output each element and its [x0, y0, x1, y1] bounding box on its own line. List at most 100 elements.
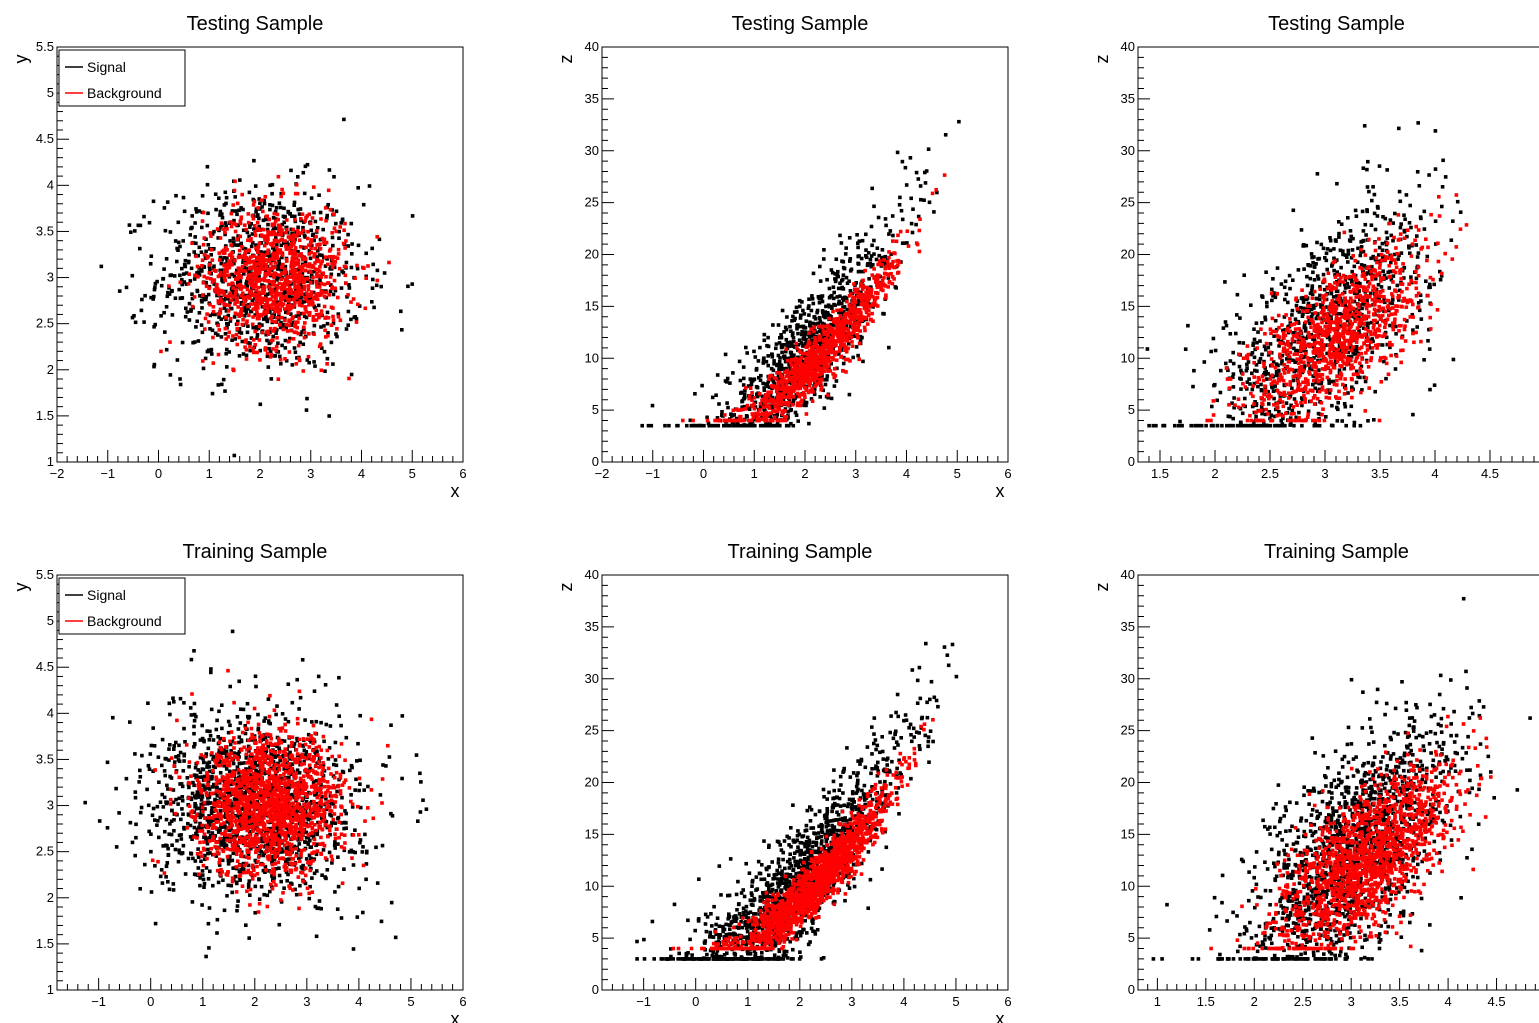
scatter-point: [237, 248, 242, 253]
scatter-point: [761, 357, 766, 362]
scatter-point: [136, 223, 141, 228]
scatter-point: [232, 221, 236, 226]
scatter-point: [244, 279, 249, 284]
scatter-point: [676, 423, 680, 428]
scatter-point: [934, 188, 938, 192]
scatter-point: [1274, 327, 1279, 332]
scatter-point: [791, 389, 796, 393]
scatter-point: [256, 227, 260, 231]
scatter-point: [257, 241, 262, 246]
scatter-point: [213, 331, 218, 336]
scatter-point: [319, 368, 324, 373]
scatter-point: [198, 294, 202, 298]
scatter-point: [235, 327, 239, 331]
scatter-point: [326, 334, 330, 338]
scatter-point: [829, 361, 833, 366]
scatter-point: [331, 292, 336, 297]
scatter-point: [234, 271, 238, 275]
scatter-point: [775, 398, 780, 403]
scatter-point: [1342, 402, 1347, 406]
scatter-point: [346, 323, 350, 327]
scatter-point: [797, 361, 801, 365]
scatter-point: [212, 282, 216, 286]
scatter-point: [869, 287, 874, 292]
scatter-point: [229, 306, 234, 311]
scatter-point: [302, 246, 306, 250]
scatter-point: [304, 245, 308, 250]
scatter-point: [838, 346, 842, 350]
scatter-point: [803, 330, 808, 334]
scatter-point: [796, 323, 800, 327]
scatter-point: [209, 276, 213, 281]
scatter-point: [267, 272, 271, 277]
scatter-point: [855, 294, 860, 299]
scatter-point: [285, 329, 290, 333]
scatter-point: [1338, 312, 1342, 316]
scatter-point: [837, 352, 841, 356]
scatter-point: [259, 277, 264, 282]
scatter-point: [218, 291, 223, 295]
scatter-point: [212, 264, 216, 268]
scatter-point: [335, 334, 339, 339]
scatter-point: [239, 287, 244, 291]
scatter-point: [1427, 327, 1431, 332]
scatter-point: [1337, 235, 1341, 239]
scatter-point: [244, 282, 248, 286]
scatter-point: [261, 297, 265, 302]
scatter-point: [332, 175, 336, 179]
scatter-point: [309, 228, 314, 233]
scatter-point: [772, 376, 777, 380]
scatter-point: [330, 231, 334, 235]
scatter-point: [917, 249, 922, 254]
scatter-point: [1359, 364, 1364, 369]
scatter-point: [812, 329, 816, 334]
scatter-point: [867, 277, 871, 281]
scatter-point: [875, 273, 880, 277]
scatter-point: [892, 251, 896, 255]
scatter-point: [807, 356, 812, 361]
scatter-point: [299, 217, 303, 221]
scatter-point: [289, 306, 293, 311]
scatter-point: [355, 266, 360, 271]
scatter-point: [166, 290, 170, 295]
scatter-point: [1290, 313, 1294, 317]
x-tick-label: 0: [155, 466, 162, 481]
scatter-point: [260, 323, 264, 327]
scatter-point: [374, 283, 379, 288]
scatter-point: [1306, 301, 1311, 306]
scatter-point: [848, 257, 853, 261]
scatter-point: [178, 377, 182, 381]
scatter-point: [297, 316, 301, 320]
scatter-point: [194, 254, 198, 259]
scatter-point: [302, 284, 307, 289]
scatter-point: [1361, 166, 1366, 170]
scatter-point: [251, 325, 255, 330]
scatter-point: [277, 250, 281, 255]
scatter-point: [806, 306, 811, 310]
scatter-point: [1316, 312, 1320, 316]
scatter-point: [792, 310, 797, 314]
scatter-points: [1145, 121, 1469, 428]
scatter-point: [1259, 382, 1263, 387]
scatter-point: [748, 386, 753, 390]
scatter-point: [250, 293, 255, 297]
scatter-point: [848, 359, 852, 363]
scatter-point: [159, 349, 163, 354]
scatter-point: [789, 385, 793, 390]
scatter-point: [888, 229, 893, 233]
scatter-point: [744, 386, 748, 390]
scatter-point: [209, 234, 213, 238]
scatter-point: [275, 278, 279, 282]
scatter-point: [828, 333, 833, 338]
scatter-point: [883, 217, 888, 221]
scatter-point: [251, 203, 256, 207]
scatter-point: [864, 310, 869, 315]
scatter-point: [889, 252, 893, 256]
scatter-point: [351, 297, 356, 301]
scatter-point: [932, 210, 936, 214]
scatter-point: [1250, 387, 1255, 392]
scatter-points: [640, 119, 961, 428]
scatter-point: [1372, 192, 1377, 197]
scatter-point: [267, 310, 272, 314]
scatter-point: [234, 288, 238, 292]
